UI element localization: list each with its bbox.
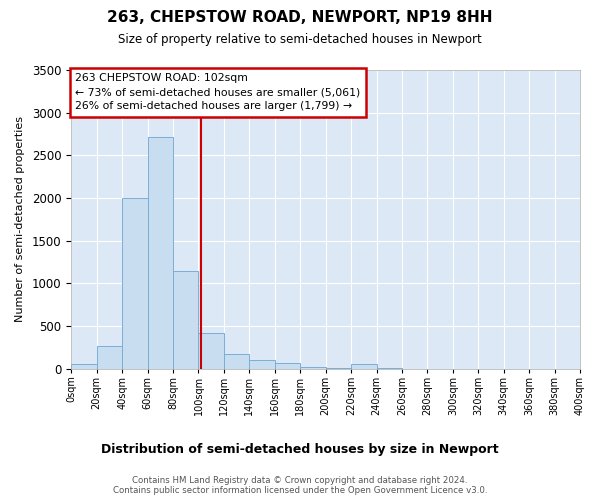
Y-axis label: Number of semi-detached properties: Number of semi-detached properties	[15, 116, 25, 322]
Text: Contains HM Land Registry data © Crown copyright and database right 2024.
Contai: Contains HM Land Registry data © Crown c…	[113, 476, 487, 495]
Text: 263, CHEPSTOW ROAD, NEWPORT, NP19 8HH: 263, CHEPSTOW ROAD, NEWPORT, NP19 8HH	[107, 10, 493, 25]
Text: Distribution of semi-detached houses by size in Newport: Distribution of semi-detached houses by …	[101, 442, 499, 456]
Bar	[71, 364, 97, 368]
Bar	[148, 136, 173, 368]
Bar	[351, 364, 377, 368]
Bar	[199, 333, 224, 368]
Text: Size of property relative to semi-detached houses in Newport: Size of property relative to semi-detach…	[118, 32, 482, 46]
Bar	[224, 354, 250, 368]
Bar	[97, 346, 122, 368]
Bar	[250, 360, 275, 368]
Bar	[300, 367, 326, 368]
Bar	[173, 270, 199, 368]
Bar	[275, 362, 300, 368]
Text: 263 CHEPSTOW ROAD: 102sqm
← 73% of semi-detached houses are smaller (5,061)
26% : 263 CHEPSTOW ROAD: 102sqm ← 73% of semi-…	[75, 74, 361, 112]
Bar	[122, 198, 148, 368]
